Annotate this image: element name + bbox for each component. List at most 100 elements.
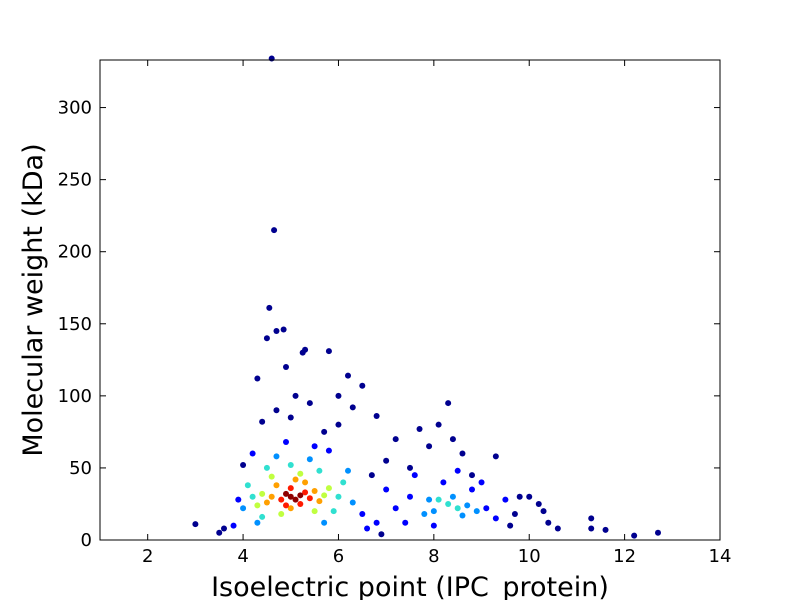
x-axis-label: Isoelectric point (IPC_protein) — [211, 572, 609, 600]
data-point — [449, 436, 456, 443]
data-point — [273, 407, 280, 414]
data-point — [373, 413, 380, 420]
data-point — [292, 476, 299, 483]
y-tick-label: 150 — [58, 314, 92, 335]
data-point — [478, 479, 485, 486]
data-point — [430, 508, 437, 515]
data-point — [554, 525, 561, 532]
data-point — [316, 498, 323, 505]
data-point — [302, 479, 309, 486]
data-point — [321, 519, 328, 526]
data-point — [655, 529, 661, 536]
plot-area — [100, 60, 720, 540]
data-point — [335, 421, 342, 428]
data-point — [306, 400, 313, 407]
data-point — [359, 511, 366, 518]
data-point — [302, 346, 309, 353]
data-point — [292, 392, 299, 399]
plot-frame — [99, 59, 721, 541]
data-point — [259, 513, 266, 520]
data-point — [588, 525, 595, 532]
data-point — [273, 482, 280, 489]
data-point — [325, 447, 332, 454]
data-point — [459, 450, 466, 457]
data-point — [254, 502, 261, 509]
data-point — [325, 348, 332, 355]
data-point — [340, 479, 347, 486]
data-point — [316, 467, 323, 474]
data-point — [454, 505, 461, 512]
data-point — [416, 426, 423, 433]
data-point — [516, 493, 523, 500]
data-point — [464, 502, 471, 509]
x-tick-label: 14 — [709, 546, 732, 567]
data-point — [283, 438, 289, 445]
data-point — [297, 492, 304, 499]
data-point — [321, 428, 328, 435]
data-point — [287, 493, 294, 500]
data-point — [383, 486, 390, 493]
data-point — [280, 326, 287, 333]
data-point — [278, 496, 285, 503]
data-point — [349, 499, 356, 506]
y-tick-label: 200 — [58, 242, 92, 263]
data-point — [421, 511, 428, 518]
y-tick-label: 50 — [69, 458, 92, 479]
data-point — [430, 522, 437, 529]
data-point — [507, 522, 514, 529]
data-point — [249, 450, 256, 457]
data-point — [302, 489, 309, 496]
data-point — [278, 511, 285, 518]
data-point — [311, 443, 318, 450]
data-point — [526, 493, 533, 500]
data-point — [602, 526, 609, 533]
x-tick-label: 10 — [518, 546, 541, 567]
data-point — [435, 496, 442, 503]
data-point — [244, 482, 251, 489]
data-point — [359, 382, 366, 389]
data-point — [287, 414, 294, 421]
y-tick-label: 100 — [58, 386, 92, 407]
data-point — [283, 364, 289, 371]
x-tick-label: 2 — [142, 546, 153, 567]
data-point — [287, 505, 294, 512]
data-point — [266, 304, 273, 311]
data-point — [283, 490, 289, 497]
data-point — [240, 505, 247, 512]
data-point — [263, 499, 270, 506]
data-point — [235, 496, 242, 503]
data-point — [345, 372, 351, 379]
data-point — [440, 479, 447, 486]
data-point — [240, 462, 247, 469]
data-point — [249, 493, 256, 500]
data-point — [335, 392, 342, 399]
data-point — [268, 493, 275, 500]
x-tick-label: 6 — [333, 546, 344, 567]
data-point — [287, 485, 294, 492]
data-point — [383, 457, 390, 464]
data-point — [407, 464, 413, 471]
data-point — [216, 529, 223, 536]
data-point — [221, 525, 227, 532]
y-tick-label: 300 — [58, 98, 92, 119]
data-point — [306, 495, 313, 502]
data-point — [311, 508, 318, 515]
data-point — [492, 515, 499, 522]
data-point — [445, 400, 452, 407]
data-point — [273, 453, 280, 460]
data-point — [297, 470, 304, 477]
data-point — [435, 421, 442, 428]
y-axis-label: Molecular weight (kDa) — [18, 143, 49, 456]
data-point — [392, 436, 399, 443]
data-point — [263, 335, 270, 342]
data-point — [271, 227, 278, 234]
x-tick-label: 4 — [237, 546, 248, 567]
data-point — [259, 418, 266, 425]
data-point — [445, 500, 452, 507]
data-point — [259, 490, 266, 497]
data-point — [392, 505, 399, 512]
data-point — [631, 532, 638, 539]
data-point — [349, 404, 356, 411]
data-point — [473, 508, 480, 515]
